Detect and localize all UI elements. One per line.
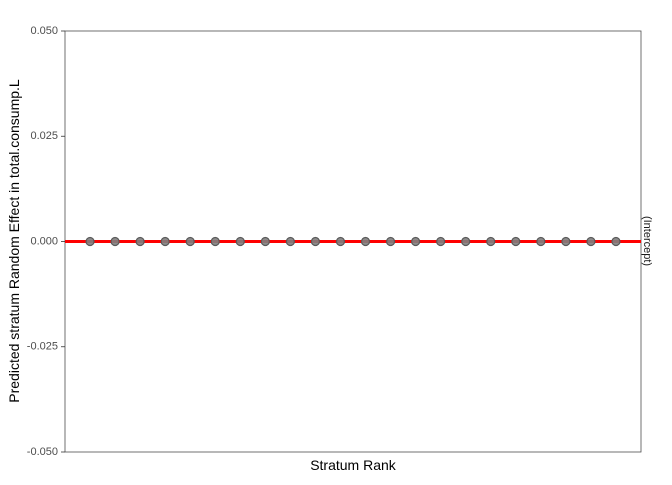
data-point bbox=[486, 236, 496, 247]
data-point bbox=[235, 236, 245, 247]
data-point bbox=[360, 236, 371, 247]
data-point bbox=[135, 236, 145, 247]
data-point bbox=[285, 236, 295, 247]
x-axis-title: Stratum Rank bbox=[310, 457, 397, 473]
data-point bbox=[185, 236, 195, 247]
data-point bbox=[260, 236, 270, 247]
data-point bbox=[310, 236, 321, 247]
data-point bbox=[561, 236, 571, 247]
data-point bbox=[611, 236, 621, 247]
data-point bbox=[210, 236, 220, 247]
data-point bbox=[110, 236, 120, 247]
data-point bbox=[536, 236, 546, 247]
y-tick-label: 0.050 bbox=[30, 25, 58, 37]
y-tick-label: -0.025 bbox=[27, 341, 58, 353]
data-point bbox=[335, 236, 346, 247]
y-tick-label: -0.050 bbox=[27, 446, 58, 458]
data-point bbox=[385, 236, 396, 247]
y-axis: -0.050 -0.025 0.000 0.025 0.050 bbox=[27, 25, 65, 458]
y-tick-label: 0.025 bbox=[30, 130, 58, 142]
data-point bbox=[511, 236, 521, 247]
data-point bbox=[436, 236, 446, 247]
data-point bbox=[85, 236, 95, 247]
data-point bbox=[411, 236, 421, 247]
facet-strip-label: (Intercept) bbox=[641, 216, 653, 266]
data-point bbox=[461, 236, 471, 247]
data-point bbox=[160, 236, 170, 247]
data-point bbox=[586, 236, 596, 247]
data-points bbox=[85, 236, 621, 247]
y-axis-title: Predicted stratum Random Effect in total… bbox=[6, 79, 22, 403]
y-tick-label: 0.000 bbox=[30, 235, 58, 247]
